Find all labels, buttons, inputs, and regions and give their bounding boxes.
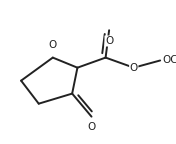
Text: O: O: [105, 36, 113, 46]
Text: O: O: [130, 63, 138, 73]
Text: O: O: [49, 40, 57, 50]
Text: OCH₃: OCH₃: [163, 55, 176, 66]
Text: O: O: [87, 122, 96, 132]
